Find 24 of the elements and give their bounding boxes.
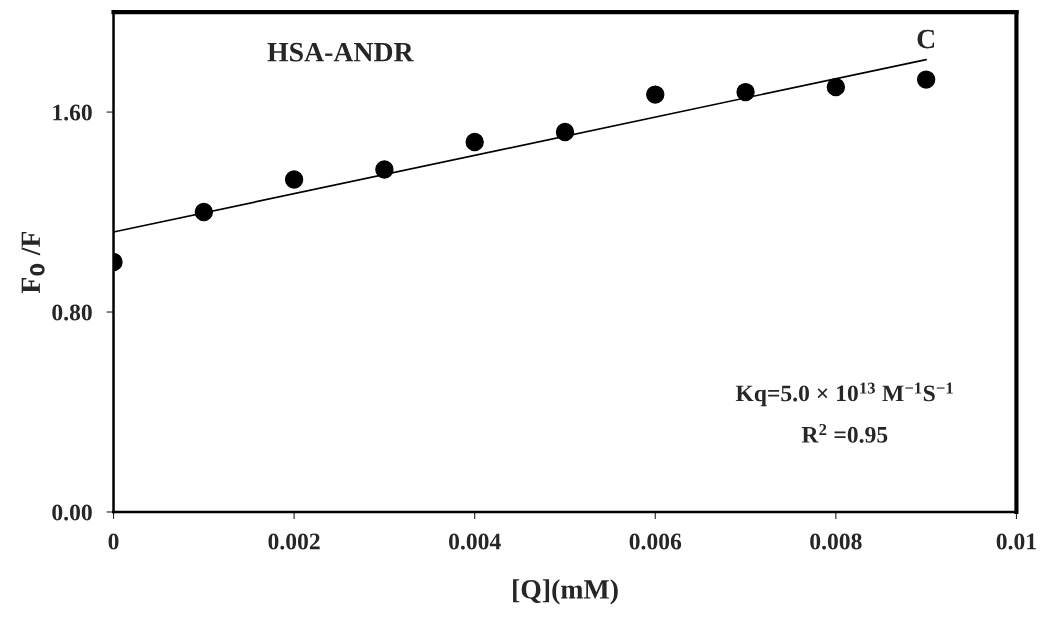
- y-axis-title: F$_{0}$ /F: [21, 231, 45, 294]
- point: [736, 82, 755, 102]
- x-tick-label: 0: [108, 533, 119, 550]
- x-axis-title: [Q](mM): [513, 579, 618, 605]
- point: [284, 170, 304, 189]
- x-tick-label: 0.01: [996, 533, 1036, 550]
- y-tick-label: 0.00: [52, 504, 92, 521]
- annotation: Kq=5.0 × 10$^{13}$ M$^{−1}$S$^{−1}$: [735, 382, 953, 407]
- point: [194, 202, 213, 222]
- annotation: R$^{2}$ =0.95: [801, 424, 888, 443]
- point: [375, 160, 394, 179]
- x-tick-label: 0.002: [268, 533, 320, 550]
- x-tick-label: 0.006: [629, 533, 682, 550]
- text: HSA-ANDR: [267, 42, 414, 62]
- y-tick-label: 1.60: [53, 104, 92, 121]
- annotation: C: [917, 29, 935, 49]
- point: [465, 132, 484, 152]
- point: [646, 85, 665, 104]
- point: [826, 77, 846, 97]
- x-tick-label: 0.008: [810, 533, 862, 550]
- x-tick-label: 0.004: [449, 533, 501, 550]
- point: [916, 70, 936, 89]
- y-tick-label: 0.80: [52, 304, 92, 321]
- point: [555, 122, 575, 142]
